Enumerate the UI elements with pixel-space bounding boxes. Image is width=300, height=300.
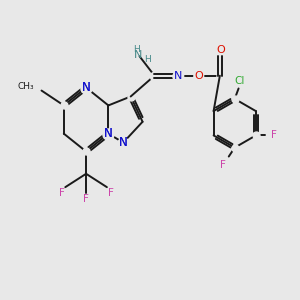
Text: N: N xyxy=(104,127,113,140)
Text: N: N xyxy=(174,71,182,81)
Text: N: N xyxy=(119,136,128,149)
Text: H: H xyxy=(133,45,140,54)
Text: CH₃: CH₃ xyxy=(17,82,34,91)
Text: O: O xyxy=(195,71,203,81)
Text: F: F xyxy=(220,160,226,170)
Text: F: F xyxy=(107,188,113,197)
Text: F: F xyxy=(83,194,89,204)
Text: N: N xyxy=(134,50,142,60)
Text: N: N xyxy=(119,136,128,149)
Text: H: H xyxy=(145,56,151,64)
Text: N: N xyxy=(82,81,91,94)
Text: Cl: Cl xyxy=(234,76,244,86)
Text: N: N xyxy=(104,127,113,140)
Text: N: N xyxy=(82,81,91,94)
Text: F: F xyxy=(271,130,277,140)
Text: F: F xyxy=(59,188,65,197)
Text: O: O xyxy=(216,45,225,55)
